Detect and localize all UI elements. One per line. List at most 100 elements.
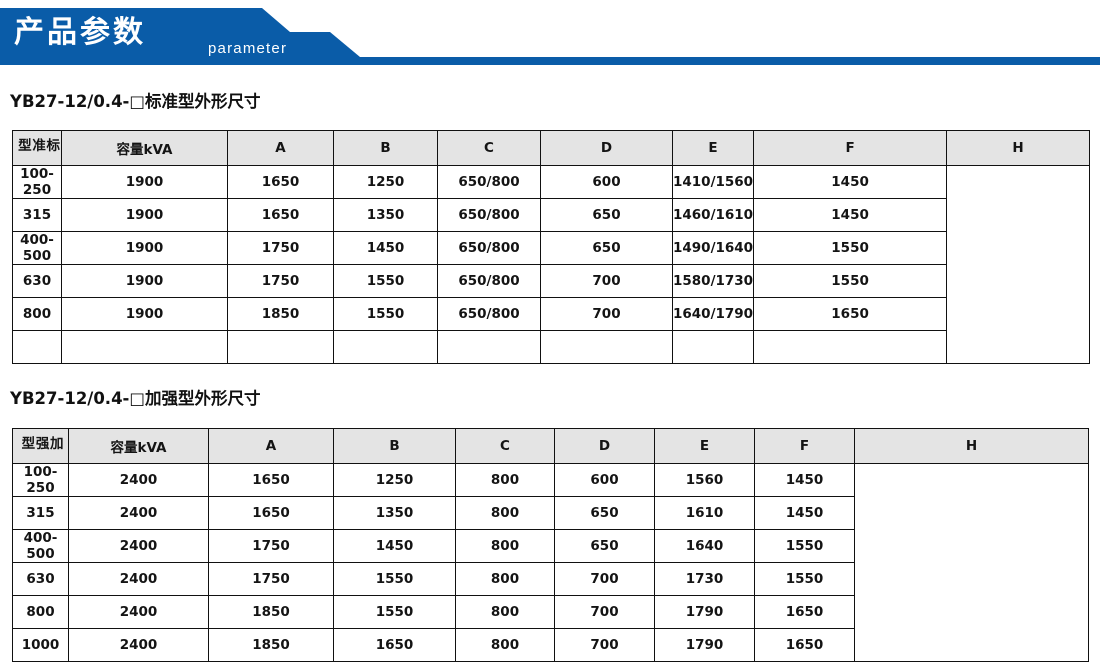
cell-c: 1250: [333, 463, 456, 497]
cell-b: 1850: [208, 628, 334, 662]
table-row: 800 1900 1850 1550 650/800 700 1640/1790…: [12, 297, 1090, 331]
cell-d: 650/800: [437, 198, 541, 232]
table-row: 630 1900 1750 1550 650/800 700 1580/1730…: [12, 264, 1090, 298]
cell-e: 700: [554, 562, 655, 596]
cell-b: 1750: [227, 264, 334, 298]
cell-b: 1750: [208, 529, 334, 563]
cell-f: 1560: [654, 463, 755, 497]
cell-h: 1450: [754, 496, 855, 530]
cell-a: 1900: [61, 297, 228, 331]
cell-capacity: 630: [12, 264, 62, 298]
cell-e: 600: [540, 165, 673, 199]
table-reinforced: 加强型 容量kVA A B C D E F H 100-250 2400 165…: [12, 428, 1089, 662]
cell-e: 650: [540, 231, 673, 265]
cell-c: [333, 330, 438, 364]
banner-title-en: parameter: [208, 40, 288, 57]
table-header-row: 加强型 容量kVA A B C D E F H: [12, 428, 1089, 464]
cell-f: 1580/1730: [671, 264, 755, 298]
cell-capacity: 800: [12, 297, 62, 331]
column-header-b: B: [333, 130, 438, 166]
cell-f: 1730: [654, 562, 755, 596]
cell-a: 2400: [68, 496, 209, 530]
banner-shape: [0, 8, 1100, 65]
column-header-f: F: [753, 130, 948, 166]
cell-a: 2400: [68, 529, 209, 563]
column-header-f: F: [754, 428, 855, 464]
column-header-a: A: [208, 428, 334, 464]
table-standard-wrap: 标准型 容量kVA A B C D E F H 100-250 1900 165…: [12, 130, 1091, 364]
cell-b: 1650: [208, 463, 334, 497]
row-label-standard-text: 标准型: [14, 138, 60, 154]
cell-e: 700: [554, 628, 655, 662]
table-row: 100-250 2400 1650 1250 800 600 1560 1450: [12, 463, 1089, 497]
cell-capacity: 1000: [12, 628, 69, 662]
cell-h: 1550: [754, 562, 855, 596]
cell-e: 700: [540, 297, 673, 331]
column-header-h: H: [946, 130, 1091, 166]
table-row: 315 2400 1650 1350 800 650 1610 1450: [12, 496, 1089, 530]
cell-b: [227, 330, 334, 364]
column-header-c: C: [437, 130, 541, 166]
cell-c: 1250: [333, 165, 438, 199]
cell-b: 1650: [227, 165, 334, 199]
cell-h: 1650: [753, 297, 948, 331]
table-reinforced-wrap: 加强型 容量kVA A B C D E F H 100-250 2400 165…: [12, 428, 1089, 662]
row-label-reinforced: 加强型: [12, 428, 69, 464]
table-row: 400-500 1900 1750 1450 650/800 650 1490/…: [12, 231, 1090, 265]
table-reinforced-head: 加强型 容量kVA A B C D E F H: [12, 428, 1089, 464]
table-standard-body: 100-250 1900 1650 1250 650/800 600 1410/…: [12, 165, 1090, 364]
cell-h: 1550: [753, 264, 948, 298]
table-row-empty: [12, 330, 1090, 364]
cell-c: 1550: [333, 595, 456, 629]
cell-d: 800: [455, 628, 555, 662]
column-header-e: E: [654, 428, 755, 464]
row-label-standard: 标准型: [12, 130, 62, 166]
cell-e: 650: [554, 496, 655, 530]
column-header-a: A: [227, 130, 334, 166]
cell-capacity: 800: [12, 595, 69, 629]
cell-b: 1850: [208, 595, 334, 629]
table-row: 400-500 2400 1750 1450 800 650 1640 1550: [12, 529, 1089, 563]
row-label-reinforced-text: 加强型: [18, 436, 63, 452]
cell-capacity: 100-250: [12, 165, 62, 199]
column-header-d: D: [554, 428, 655, 464]
cell-h: [753, 330, 948, 364]
cell-a: 1900: [61, 231, 228, 265]
cell-d: 800: [455, 562, 555, 596]
cell-d: 650/800: [437, 165, 541, 199]
column-header-b: B: [333, 428, 456, 464]
column-header-d: D: [540, 130, 673, 166]
table-standard: 标准型 容量kVA A B C D E F H 100-250 1900 165…: [12, 130, 1091, 364]
column-header-e: E: [671, 130, 755, 166]
page-title-reinforced: YB27-12/0.4-□加强型外形尺寸: [10, 389, 261, 408]
cell-f: 1640: [654, 529, 755, 563]
cell-e: 650: [540, 198, 673, 232]
column-header-capacity: 容量kVA: [61, 130, 228, 166]
cell-c: 1450: [333, 231, 438, 265]
cell-h: 1450: [754, 463, 855, 497]
cell-e: 700: [554, 595, 655, 629]
cell-b: 1750: [208, 562, 334, 596]
cell-h: 1650: [754, 595, 855, 629]
table-header-row: 标准型 容量kVA A B C D E F H: [12, 130, 1091, 166]
table-reinforced-body: 100-250 2400 1650 1250 800 600 1560 1450…: [12, 463, 1089, 662]
cell-c: 1550: [333, 297, 438, 331]
cell-capacity: 315: [12, 496, 69, 530]
page-title-standard: YB27-12/0.4-□标准型外形尺寸: [10, 92, 261, 111]
cell-c: 1450: [333, 529, 456, 563]
cell-f: 1460/1610: [671, 198, 755, 232]
cell-h: 1450: [753, 198, 948, 232]
cell-c: 1350: [333, 496, 456, 530]
table-row: 800 2400 1850 1550 800 700 1790 1650: [12, 595, 1089, 629]
cell-h: 1450: [753, 165, 948, 199]
cell-a: 1900: [61, 165, 228, 199]
cell-d: 650/800: [437, 231, 541, 265]
cell-c: 1650: [333, 628, 456, 662]
cell-h: 1550: [753, 231, 948, 265]
cell-capacity: 100-250: [12, 463, 69, 497]
cell-f: 1410/1560: [671, 165, 755, 199]
cell-d: 650/800: [437, 264, 541, 298]
cell-b: 1650: [208, 496, 334, 530]
cell-a: 2400: [68, 562, 209, 596]
cell-b: 1650: [227, 198, 334, 232]
